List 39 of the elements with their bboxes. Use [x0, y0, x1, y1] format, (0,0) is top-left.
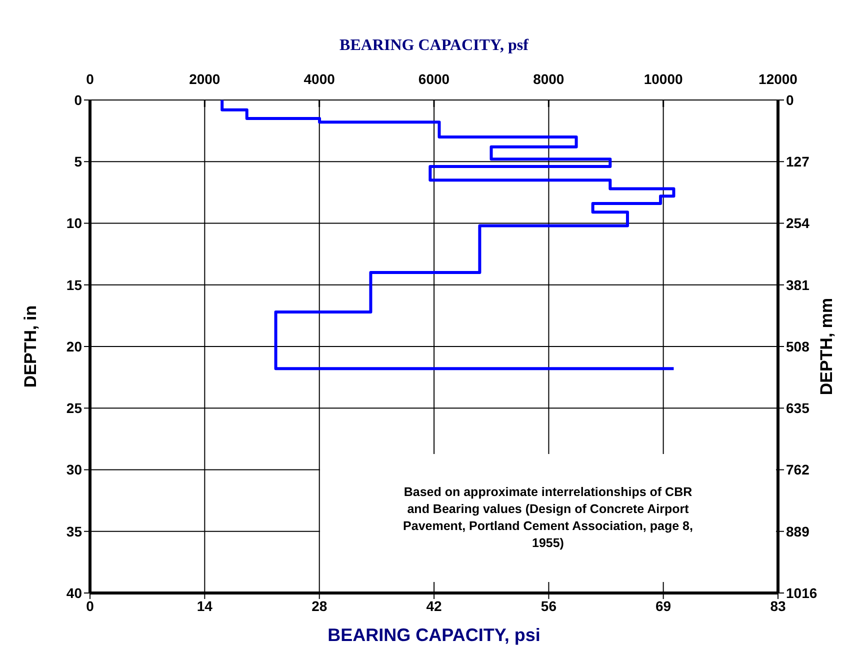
x2-tick-label: 6000 [418, 71, 450, 87]
x-tick-label: 42 [426, 598, 442, 614]
x2-tick-label: 12000 [758, 71, 798, 87]
y-tick-label: 35 [66, 523, 82, 540]
x-tick-label: 56 [540, 598, 557, 614]
y2-tick-label: 127 [786, 154, 810, 170]
x2-tick-label: 4000 [304, 71, 336, 87]
x-tick-label: 0 [86, 598, 94, 614]
y2-tick-label: 508 [786, 338, 810, 354]
x-axis-title: BEARING CAPACITY, psi [328, 625, 540, 645]
y-tick-label: 15 [66, 276, 82, 293]
y-tick-label: 5 [74, 154, 82, 170]
y2-tick-label: 635 [786, 400, 810, 416]
y-axis-title: DEPTH, in [21, 305, 40, 388]
y-tick-label: 30 [66, 462, 82, 478]
y-tick-label: 40 [66, 584, 82, 601]
note-box: Based on approximate interrelationships of CBR and Bearing values (Design of Concrete Airport Pavement, Portland Cement Association, page 8, 1955) [320, 454, 776, 582]
y2-tick-label: 762 [786, 462, 810, 478]
x-tick-label: 14 [196, 598, 213, 614]
x2-tick-label: 2000 [189, 71, 220, 87]
y-tick-label: 10 [66, 215, 82, 232]
y-tick-label: 20 [66, 338, 82, 354]
x-tick-label: 28 [312, 598, 328, 614]
y2-tick-label: 889 [786, 523, 810, 540]
annotation: Based on approximate interrelationships of CBR and Bearing values (Design of Concrete Airport Pavement, Portland Cement Association, page 8, 1955) [403, 484, 693, 552]
y2-tick-label: 0 [786, 92, 794, 108]
y2-tick-label: 1016 [786, 584, 818, 601]
y2-axis-title: DEPTH, mm [817, 298, 836, 396]
line-series [220, 100, 676, 370]
x2-tick-label: 8000 [533, 71, 564, 87]
y-tick-label: 25 [66, 400, 82, 416]
x-tick-label: 83 [770, 598, 786, 614]
x2-tick-label: 10000 [644, 71, 684, 87]
y2-tick-label: 254 [786, 215, 810, 232]
x2-axis-title: BEARING CAPACITY, psf [340, 37, 530, 54]
x2-tick-label: 0 [86, 71, 94, 87]
y2-tick-label: 381 [786, 276, 810, 293]
y-tick-label: 0 [74, 92, 82, 108]
x-tick-label: 69 [656, 598, 672, 614]
